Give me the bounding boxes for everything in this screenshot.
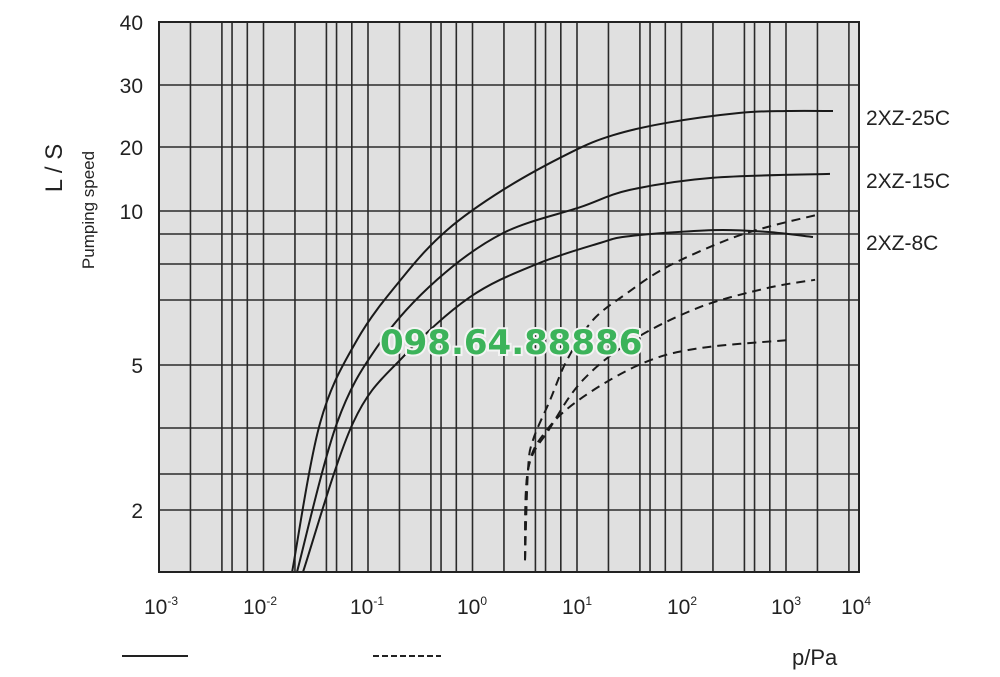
y-tick-label: 40 (120, 12, 143, 35)
x-tick-label: 10-1 (350, 594, 384, 619)
y-axis-label: Pumping speed (79, 151, 98, 269)
y-axis-units: L / S (41, 144, 68, 192)
x-tick-label: 100 (457, 594, 487, 619)
x-tick-exponent: -2 (266, 594, 277, 608)
x-tick-exponent: 3 (794, 594, 801, 608)
x-tick-label: 104 (841, 594, 871, 619)
gridlines (159, 22, 859, 572)
plot-border (158, 21, 860, 573)
series-curve-2XZ-25C-solid (291, 109, 834, 573)
x-tick-exponent: 4 (864, 594, 871, 608)
y-tick-labels: 40 30 20 10 5 2 (120, 12, 143, 523)
series-label: 2XZ-25C (866, 107, 950, 130)
x-tick-exponent: -3 (167, 594, 178, 608)
x-tick-label: 101 (562, 594, 592, 619)
y-tick-label: 2 (131, 500, 143, 523)
x-tick-exponent: 2 (690, 594, 697, 608)
x-tick-labels: 10-3 10-2 10-1 100 101 102 103 104 (144, 594, 871, 619)
y-tick-label: 20 (120, 137, 143, 160)
x-tick-base: 10 (667, 596, 690, 619)
y-tick-label: 5 (131, 355, 143, 378)
x-tick-base: 10 (562, 596, 585, 619)
curves (291, 109, 834, 573)
series-labels: 2XZ-25C 2XZ-15C 2XZ-8C (866, 107, 950, 255)
x-tick-label: 10-2 (243, 594, 277, 619)
x-tick-base: 10 (144, 596, 167, 619)
y-tick-label: 10 (120, 201, 143, 224)
x-tick-base: 10 (841, 596, 864, 619)
x-tick-exponent: -1 (373, 594, 384, 608)
series-curve-2XZ-25C-dashed (524, 213, 818, 561)
x-axis-label: p/Pa (792, 645, 838, 670)
x-tick-base: 10 (771, 596, 794, 619)
y-tick-label: 30 (120, 75, 143, 98)
series-label: 2XZ-15C (866, 170, 950, 193)
series-curve-2XZ-8C-dashed (524, 339, 791, 561)
x-tick-base: 10 (243, 596, 266, 619)
series-curve-2XZ-15C-solid (296, 172, 831, 573)
x-tick-base: 10 (350, 596, 373, 619)
x-tick-label: 10-3 (144, 594, 178, 619)
x-tick-label: 103 (771, 594, 801, 619)
x-tick-exponent: 0 (480, 594, 487, 608)
series-label: 2XZ-8C (866, 232, 938, 255)
watermark: 098.64.88886 (380, 323, 642, 363)
x-tick-base: 10 (457, 596, 480, 619)
series-curve-2XZ-8C-solid (302, 228, 814, 573)
x-tick-exponent: 1 (585, 594, 592, 608)
x-tick-label: 102 (667, 594, 697, 619)
